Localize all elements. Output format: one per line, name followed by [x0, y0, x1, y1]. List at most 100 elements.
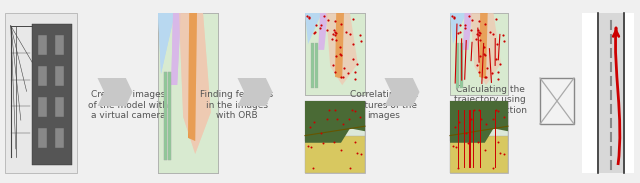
Point — [336, 53, 346, 56]
Point — [330, 33, 340, 36]
Bar — [33, 24, 72, 165]
Point — [330, 32, 340, 35]
Point — [447, 15, 457, 18]
Bar — [456, 43, 459, 88]
Point — [498, 33, 508, 36]
Point — [463, 15, 474, 18]
Polygon shape — [450, 101, 508, 143]
Bar — [450, 13, 508, 95]
Point — [335, 46, 345, 49]
Point — [499, 152, 509, 155]
Point — [454, 31, 465, 34]
Point — [330, 109, 340, 112]
Bar — [305, 101, 365, 141]
Point — [472, 33, 482, 36]
Polygon shape — [158, 13, 175, 74]
Point — [351, 152, 362, 154]
Bar — [38, 128, 47, 148]
Bar — [158, 13, 218, 173]
Polygon shape — [172, 13, 181, 85]
Bar — [55, 97, 63, 117]
Bar — [450, 136, 508, 173]
Point — [493, 140, 503, 143]
Point — [481, 75, 492, 78]
Point — [474, 32, 484, 35]
Point — [476, 117, 486, 120]
Point — [323, 18, 333, 21]
Point — [484, 30, 495, 33]
Point — [310, 24, 321, 27]
Point — [349, 140, 360, 143]
Point — [493, 71, 504, 74]
Point — [336, 148, 346, 151]
Point — [492, 42, 502, 45]
Point — [460, 132, 470, 135]
Bar — [168, 72, 172, 160]
Point — [345, 32, 355, 35]
Polygon shape — [335, 13, 344, 79]
Point — [303, 145, 314, 148]
Point — [329, 140, 339, 143]
Point — [348, 18, 358, 21]
Bar — [38, 66, 47, 86]
Point — [338, 75, 348, 78]
Point — [480, 148, 490, 151]
Point — [463, 142, 473, 145]
Bar — [55, 66, 63, 86]
Point — [493, 77, 504, 80]
Bar — [5, 13, 77, 173]
Bar — [305, 13, 365, 95]
Polygon shape — [97, 78, 132, 106]
Bar — [164, 72, 167, 160]
Bar — [315, 43, 318, 88]
Bar — [55, 36, 63, 55]
Point — [305, 126, 316, 129]
Point — [338, 122, 348, 125]
Text: Calculating the
trajectory using
spatial resection: Calculating the trajectory using spatial… — [452, 85, 527, 115]
Point — [466, 29, 476, 31]
Text: Correlating the
features of the
images: Correlating the features of the images — [350, 90, 418, 120]
Point — [487, 71, 497, 74]
Point — [335, 52, 346, 55]
Point — [480, 22, 490, 25]
Bar — [540, 78, 574, 124]
Text: Finding features
in the images
with ORB: Finding features in the images with ORB — [200, 90, 273, 120]
Point — [474, 55, 484, 58]
Point — [310, 31, 320, 34]
Point — [302, 15, 312, 18]
Bar — [305, 136, 365, 173]
Bar — [305, 101, 365, 173]
Bar — [450, 101, 508, 173]
Point — [330, 20, 340, 23]
Point — [488, 117, 498, 120]
Point — [474, 33, 484, 36]
Polygon shape — [463, 13, 472, 50]
Point — [474, 109, 484, 112]
Point — [336, 76, 346, 79]
Point — [468, 108, 479, 111]
Point — [491, 58, 501, 61]
Point — [329, 29, 339, 31]
Bar — [450, 13, 508, 95]
Polygon shape — [305, 13, 322, 44]
Point — [308, 31, 319, 34]
Point — [449, 15, 460, 18]
Point — [345, 167, 355, 170]
Bar — [38, 97, 47, 117]
Point — [480, 76, 490, 79]
Point — [322, 29, 332, 31]
Point — [453, 121, 463, 124]
Point — [479, 46, 489, 49]
Polygon shape — [179, 13, 211, 154]
Polygon shape — [326, 13, 358, 85]
Point — [328, 33, 338, 36]
Point — [474, 31, 484, 34]
Polygon shape — [318, 13, 328, 50]
Point — [451, 145, 461, 148]
Point — [493, 109, 503, 112]
Point — [474, 71, 484, 74]
Point — [328, 64, 339, 67]
Point — [355, 116, 365, 119]
Point — [356, 152, 366, 155]
Point — [308, 167, 318, 169]
